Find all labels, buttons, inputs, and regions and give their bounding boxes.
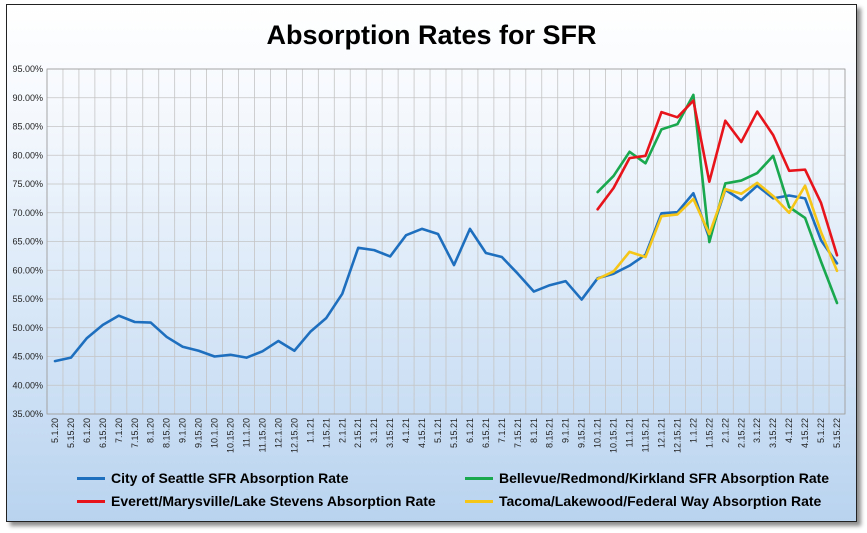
x-tick-label: 6.1.21 <box>465 418 475 443</box>
series-line-3 <box>596 181 839 281</box>
y-tick-label: 65.00% <box>12 237 43 247</box>
x-tick-label: 7.1.20 <box>114 418 124 443</box>
series-line-2 <box>596 99 839 257</box>
legend-label: City of Seattle SFR Absorption Rate <box>111 470 349 486</box>
x-tick-label: 5.15.20 <box>66 418 76 448</box>
x-tick-label: 6.15.20 <box>98 418 108 448</box>
x-tick-label: 11.1.20 <box>242 418 252 447</box>
x-tick-label: 4.15.21 <box>417 418 427 448</box>
x-tick-label: 6.15.21 <box>481 418 491 448</box>
x-tick-label: 8.1.20 <box>146 418 156 443</box>
legend-label: Everett/Marysville/Lake Stevens Absorpti… <box>111 493 436 509</box>
x-tick-label: 3.1.22 <box>752 418 762 443</box>
chart-title: Absorption Rates for SFR <box>266 20 597 50</box>
legend-swatch <box>77 499 105 503</box>
x-tick-label: 5.1.22 <box>816 418 826 443</box>
y-tick-label: 55.00% <box>12 294 43 304</box>
x-tick-label: 2.15.22 <box>736 418 746 448</box>
x-tick-label: 11.15.21 <box>641 418 651 452</box>
x-tick-label: 11.1.21 <box>625 418 635 447</box>
x-tick-label: 5.15.22 <box>832 418 842 448</box>
x-tick-label: 1.15.21 <box>321 418 331 448</box>
y-tick-label: 50.00% <box>12 323 43 333</box>
y-tick-label: 40.00% <box>12 380 43 390</box>
x-tick-label: 1.1.22 <box>688 418 698 443</box>
x-tick-label: 2.15.21 <box>353 418 363 448</box>
x-tick-label: 4.15.22 <box>800 418 810 448</box>
legend-swatch <box>465 476 493 480</box>
x-tick-label: 3.15.21 <box>385 418 395 448</box>
x-tick-label: 9.1.21 <box>561 418 571 443</box>
x-tick-label: 9.15.20 <box>194 418 204 448</box>
y-tick-label: 95.00% <box>12 64 43 74</box>
x-tick-label: 7.15.20 <box>130 418 140 448</box>
y-tick-label: 70.00% <box>12 208 43 218</box>
x-tick-label: 3.15.22 <box>768 418 778 448</box>
x-tick-label: 2.1.22 <box>720 418 730 443</box>
x-tick-label: 6.1.20 <box>82 418 92 443</box>
x-tick-label: 8.1.21 <box>529 418 539 443</box>
legend-swatch <box>465 499 493 503</box>
x-tick-label: 10.15.20 <box>226 418 236 453</box>
x-tick-label: 5.15.21 <box>449 418 459 448</box>
x-tick-label: 10.15.21 <box>609 418 619 453</box>
x-tick-label: 12.1.20 <box>273 418 283 448</box>
x-tick-label: 4.1.22 <box>784 418 794 443</box>
chart-frame: Absorption Rates for SFR 35.00% 40.00% 45.… <box>6 4 857 522</box>
x-tick-label: 8.15.21 <box>545 418 555 448</box>
x-tick-label: 1.1.21 <box>305 418 315 443</box>
x-tick-label: 2.1.21 <box>337 418 347 443</box>
legend-item: Tacoma/Lakewood/Federal Way Absorption R… <box>465 493 821 509</box>
x-tick-label: 10.1.20 <box>210 418 220 448</box>
y-tick-label: 60.00% <box>12 265 43 275</box>
x-tick-label: 12.15.20 <box>289 418 299 453</box>
legend-item: Bellevue/Redmond/Kirkland SFR Absorption… <box>465 470 829 486</box>
x-tick-label: 1.15.22 <box>704 418 714 448</box>
y-tick-label: 85.00% <box>12 122 43 132</box>
x-tick-label: 4.1.21 <box>401 418 411 443</box>
line-chart: 35.00% 40.00% 45.00% 50.00% 55.00% 60.00% 65.0… <box>12 64 846 453</box>
y-tick-label: 80.00% <box>12 150 43 160</box>
legend-item: City of Seattle SFR Absorption Rate <box>77 470 349 486</box>
legend-label: Tacoma/Lakewood/Federal Way Absorption R… <box>499 493 822 509</box>
x-tick-label: 12.1.21 <box>656 418 666 448</box>
x-tick-label: 5.1.21 <box>433 418 443 443</box>
x-tick-label: 5.1.20 <box>50 418 60 443</box>
plot-area <box>46 68 846 415</box>
legend-label: Bellevue/Redmond/Kirkland SFR Absorption… <box>499 470 830 486</box>
legend-item: Everett/Marysville/Lake Stevens Absorpti… <box>77 493 436 509</box>
x-tick-label: 9.1.20 <box>178 418 188 443</box>
y-tick-label: 90.00% <box>12 93 43 103</box>
x-tick-label: 8.15.20 <box>162 418 172 448</box>
x-tick-label: 10.1.21 <box>593 418 603 448</box>
x-tick-label: 12.15.21 <box>672 418 682 453</box>
x-tick-label: 9.15.21 <box>577 418 587 448</box>
x-tick-label: 11.15.20 <box>257 418 267 452</box>
x-tick-label: 3.1.21 <box>369 418 379 443</box>
x-tick-label: 7.1.21 <box>497 418 507 443</box>
y-tick-label: 35.00% <box>12 409 43 419</box>
y-tick-label: 75.00% <box>12 179 43 189</box>
chart-legend: City of Seattle SFR Absorption Rate Belle… <box>77 470 837 514</box>
y-tick-label: 45.00% <box>12 352 43 362</box>
legend-swatch <box>77 476 105 480</box>
x-tick-label: 7.15.21 <box>513 418 523 448</box>
